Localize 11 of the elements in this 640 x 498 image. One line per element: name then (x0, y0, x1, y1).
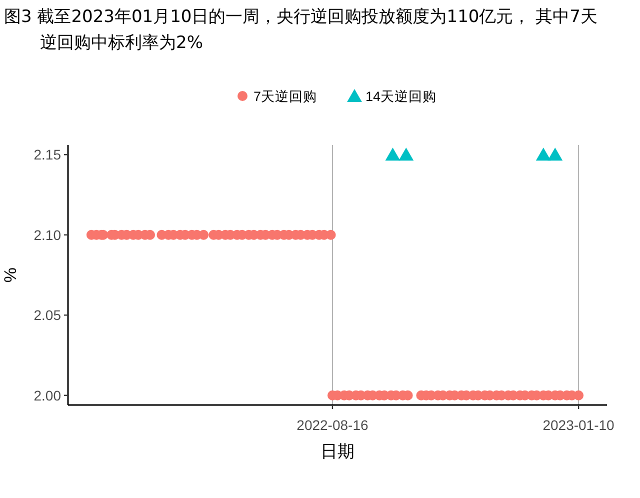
y-tick-label: 2.10 (34, 226, 62, 243)
legend-label: 7天逆回购 (254, 89, 318, 104)
legend-label: 14天逆回购 (366, 89, 437, 104)
y-tick-label: 2.00 (34, 387, 62, 404)
y-axis-title: % (1, 267, 20, 283)
x-tick-label: 2022-08-16 (296, 417, 368, 433)
chart-title: 图3 截至2023年01月10日的一周，央行逆回购投放额度为110亿元， 其中7天逆回购中标利率为2% (4, 6, 598, 55)
x-tick-label: 2023-01-10 (542, 417, 615, 433)
y-tick-label: 2.15 (34, 146, 62, 163)
y-tick-label: 2.05 (34, 307, 62, 324)
x-axis-title: 日期 (320, 442, 354, 461)
